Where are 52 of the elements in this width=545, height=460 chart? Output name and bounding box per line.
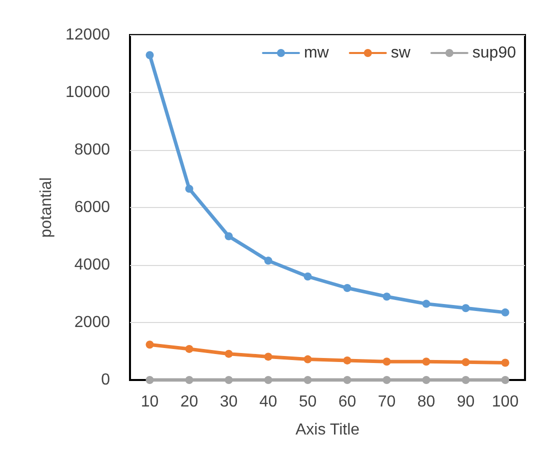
point xyxy=(501,358,510,367)
legend-label: mw xyxy=(304,44,330,62)
point xyxy=(382,358,391,366)
point xyxy=(422,358,430,366)
point xyxy=(146,51,154,60)
x-tick-label: 30 xyxy=(220,394,238,410)
point xyxy=(343,356,352,364)
y-tick-label: 4000 xyxy=(74,256,110,274)
point xyxy=(462,376,470,384)
point xyxy=(264,256,272,265)
x-tick-label: 60 xyxy=(338,394,356,410)
y-axis-title: potantial xyxy=(38,177,56,238)
point xyxy=(382,292,391,301)
point xyxy=(382,376,391,384)
x-tick-label: 40 xyxy=(259,394,278,410)
x-tick-label: 70 xyxy=(378,394,396,410)
point xyxy=(462,358,470,366)
point xyxy=(185,184,194,193)
x-axis-title: Axis Title xyxy=(295,422,360,438)
x-tick-label: 20 xyxy=(180,394,198,410)
point xyxy=(185,344,194,353)
y-tick-label: 8000 xyxy=(74,142,110,158)
point xyxy=(224,376,233,384)
point xyxy=(304,376,312,384)
legend-label: sup90 xyxy=(472,44,516,62)
x-tick-label: 100 xyxy=(492,394,519,410)
y-tick-label: 2000 xyxy=(74,314,110,331)
point xyxy=(224,232,233,240)
y-tick-label: 10000 xyxy=(66,84,110,101)
point xyxy=(343,376,352,384)
x-tick-label: 50 xyxy=(298,394,317,410)
point xyxy=(146,340,154,349)
y-tick-label: 6000 xyxy=(74,199,110,216)
legend-label: sw xyxy=(390,44,411,62)
y-tick-label: 0 xyxy=(101,372,110,388)
point xyxy=(264,376,272,384)
point xyxy=(422,300,430,308)
point xyxy=(422,376,430,384)
x-tick-label: 80 xyxy=(417,394,436,410)
point xyxy=(146,376,154,384)
point xyxy=(264,352,272,361)
point xyxy=(343,284,352,292)
point xyxy=(501,376,510,384)
point xyxy=(185,376,194,384)
point xyxy=(501,308,510,316)
point xyxy=(224,350,233,358)
y-tick-label: 12000 xyxy=(66,26,110,44)
point xyxy=(462,304,470,312)
x-tick-label: 90 xyxy=(456,394,475,410)
point xyxy=(304,272,312,280)
point xyxy=(304,355,312,364)
x-tick-label: 10 xyxy=(140,394,159,410)
